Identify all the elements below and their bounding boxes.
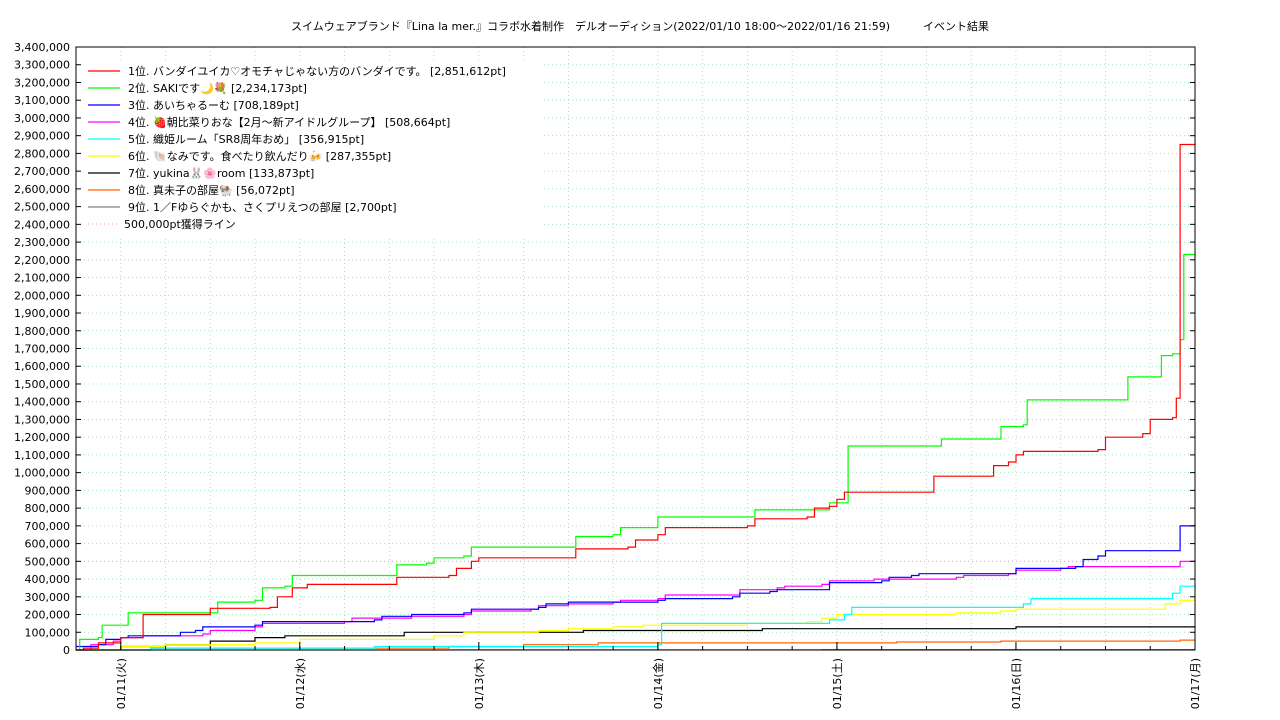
legend-label: 9位. 1／Fゆらぐかも、さくプリえつの部屋 [2,700pt] — [128, 200, 397, 214]
y-tick-label: 300,000 — [25, 591, 71, 604]
series-line — [76, 559, 1196, 651]
series-line — [76, 143, 1196, 651]
x-tick-label: 01/11(火) — [115, 658, 128, 709]
y-tick-label: 2,100,000 — [14, 272, 70, 285]
y-tick-label: 1,400,000 — [14, 396, 70, 409]
x-tick-label: 01/17(月) — [1189, 658, 1202, 709]
y-tick-label: 200,000 — [25, 609, 71, 622]
y-tick-label: 100,000 — [25, 626, 71, 639]
legend-label: 6位. 🐚なみです。食べたり飲んだり🍻 [287,355pt] — [128, 149, 391, 163]
y-tick-label: 1,700,000 — [14, 343, 70, 356]
y-tick-label: 1,500,000 — [14, 378, 70, 391]
y-tick-label: 1,300,000 — [14, 413, 70, 426]
y-tick-label: 900,000 — [25, 484, 71, 497]
x-tick-label: 01/16(日) — [1010, 658, 1023, 709]
legend-label: 1位. バンダイユイカ♡オモチャじゃない方のバンダイです。 [2,851,612… — [128, 64, 506, 78]
y-tick-label: 2,400,000 — [14, 218, 70, 231]
series-line — [76, 253, 1196, 651]
legend-label: 3位. あいちゃるーむ [708,189pt] — [128, 98, 299, 112]
y-axis: 0 100,000 200,000 300,000 400,000 500,000 600,… — [14, 41, 1195, 657]
y-tick-label: 500,000 — [25, 555, 71, 568]
series-line — [76, 585, 1196, 651]
y-tick-label: 2,200,000 — [14, 254, 70, 267]
y-tick-label: 2,500,000 — [14, 201, 70, 214]
x-tick-label: 01/13(木) — [473, 658, 486, 709]
y-tick-label: 3,300,000 — [14, 59, 70, 72]
legend-label: 4位. 🍓朝比菜りおな【2月〜新アイドルグループ】 [508,664pt] — [128, 115, 450, 129]
x-axis: 01/11(火) 01/12(水) 01/13(木) 01/14(金) 01/15(土)… — [75, 642, 1202, 709]
y-tick-label: 1,800,000 — [14, 325, 70, 338]
y-tick-label: 700,000 — [25, 520, 71, 533]
y-tick-label: 2,000,000 — [14, 289, 70, 302]
x-tick-label: 01/12(水) — [294, 658, 307, 709]
y-tick-label: 2,600,000 — [14, 183, 70, 196]
y-tick-label: 1,100,000 — [14, 449, 70, 462]
legend-label: 5位. 織姫ルーム「SR8周年おめ」 [356,915pt] — [128, 132, 364, 146]
x-tick-label: 01/15(土) — [831, 658, 844, 709]
y-tick-label: 1,600,000 — [14, 360, 70, 373]
legend-label: 2位. SAKIです🌙💐 [2,234,173pt] — [128, 81, 307, 95]
y-tick-label: 0 — [63, 644, 70, 657]
y-tick-label: 3,400,000 — [14, 41, 70, 54]
y-tick-label: 3,000,000 — [14, 112, 70, 125]
y-tick-label: 3,100,000 — [14, 94, 70, 107]
y-tick-label: 2,300,000 — [14, 236, 70, 249]
y-tick-label: 2,700,000 — [14, 165, 70, 178]
legend-label: 500,000pt獲得ライン — [124, 218, 236, 231]
legend-label: 8位. 真未子の部屋🐏 [56,072pt] — [128, 183, 295, 197]
y-tick-label: 400,000 — [25, 573, 71, 586]
y-tick-label: 2,800,000 — [14, 147, 70, 160]
y-tick-label: 1,900,000 — [14, 307, 70, 320]
legend-background — [82, 60, 544, 238]
y-tick-label: 600,000 — [25, 538, 71, 551]
legend-label: 7位. yukina🐰🌸room [133,873pt] — [128, 166, 314, 180]
y-tick-label: 800,000 — [25, 502, 71, 515]
y-tick-label: 1,000,000 — [14, 467, 70, 480]
y-tick-label: 2,900,000 — [14, 130, 70, 143]
y-tick-label: 1,200,000 — [14, 431, 70, 444]
chart-title: スイムウェアブランド『Lina la mer.』コラボ水着制作 デルオーディショ… — [291, 20, 989, 33]
legend: 1位. バンダイユイカ♡オモチャじゃない方のバンダイです。 [2,851,612… — [82, 60, 544, 238]
series-line — [76, 524, 1196, 648]
y-tick-label: 3,200,000 — [14, 76, 70, 89]
x-tick-label: 01/14(金) — [651, 658, 665, 709]
